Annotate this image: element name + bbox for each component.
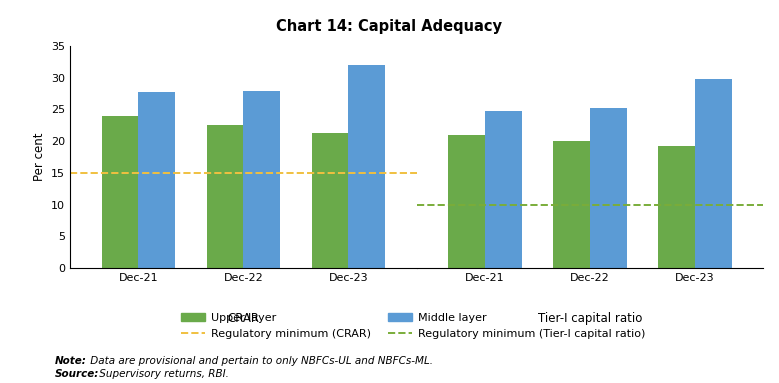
Bar — [448, 135, 485, 268]
Bar — [553, 141, 590, 268]
Text: CRAR: CRAR — [227, 312, 259, 325]
Bar — [206, 125, 243, 268]
Bar — [658, 146, 695, 268]
Text: Data are provisional and pertain to only NBFCs-UL and NBFCs-ML.: Data are provisional and pertain to only… — [87, 356, 433, 366]
Text: Supervisory returns, RBI.: Supervisory returns, RBI. — [96, 369, 229, 379]
Bar — [101, 116, 139, 268]
Text: Source:: Source: — [55, 369, 99, 379]
Bar — [695, 79, 732, 268]
Bar — [243, 91, 280, 268]
Y-axis label: Per cent: Per cent — [33, 133, 45, 181]
Bar — [139, 92, 175, 268]
Bar — [348, 65, 386, 268]
Text: Note:: Note: — [55, 356, 86, 366]
Bar — [485, 111, 522, 268]
Bar — [312, 133, 348, 268]
Text: Tier-I capital ratio: Tier-I capital ratio — [538, 312, 642, 325]
Legend: Upper layer, Regulatory minimum (CRAR), Middle layer, Regulatory minimum (Tier-I: Upper layer, Regulatory minimum (CRAR), … — [176, 309, 650, 343]
Text: Chart 14: Capital Adequacy: Chart 14: Capital Adequacy — [277, 19, 502, 34]
Bar — [590, 108, 627, 268]
